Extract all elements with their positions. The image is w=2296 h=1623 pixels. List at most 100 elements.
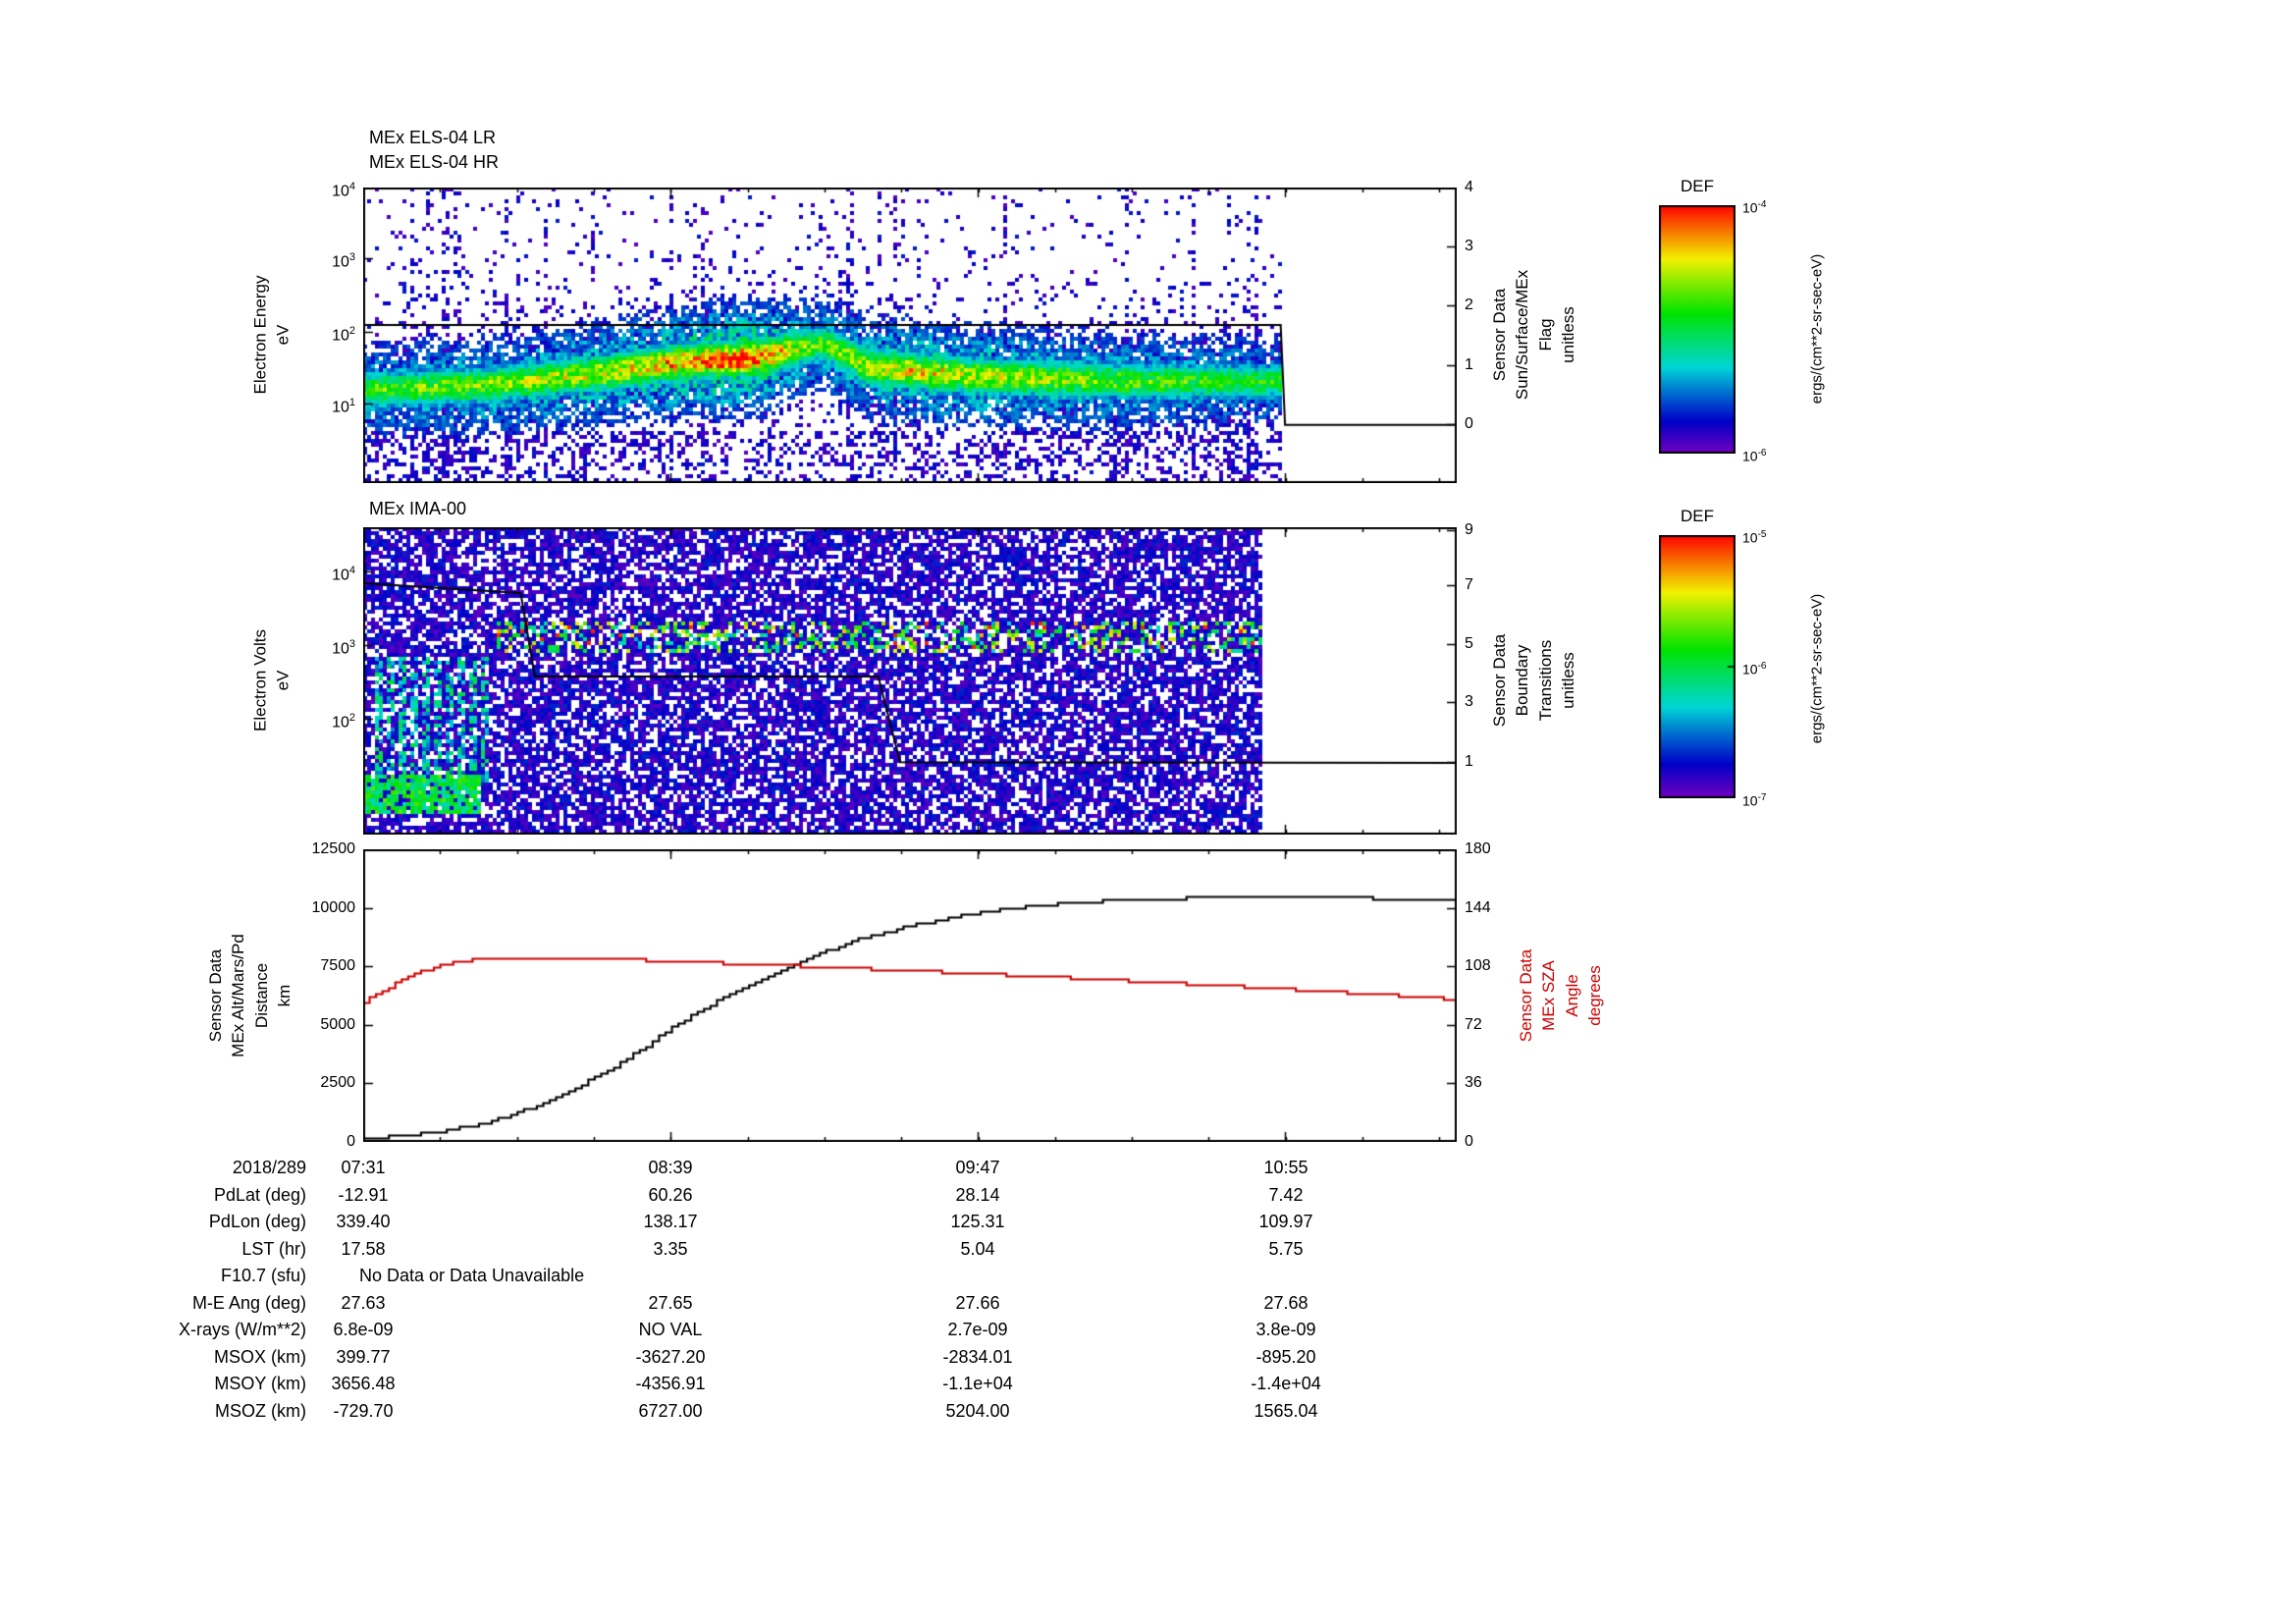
table-cell: NO VAL xyxy=(638,1320,703,1339)
table-span-value: No Data or Data Unavailable xyxy=(359,1266,585,1285)
table-row-label: M-E Ang (deg) xyxy=(191,1292,306,1313)
els-title-hr: MEx ELS-04 HR xyxy=(369,152,500,172)
ima-y-axis-label: Electron Volts eV xyxy=(250,629,293,731)
table-row-label: MSOZ (km) xyxy=(215,1400,306,1421)
colorbar2-unit-label: ergs/(cm**2-sr-sec-eV) xyxy=(1808,593,1826,744)
table-cell: 27.65 xyxy=(648,1292,693,1313)
distance-y-axis-label: Sensor Data MEx Alt/Mars/Pd Distance km xyxy=(206,934,294,1057)
y-tick-label: 5000 xyxy=(320,1015,355,1033)
table-cell: -2834.01 xyxy=(942,1346,1013,1367)
right-tick-label: 3 xyxy=(1465,693,1473,711)
table-cell: 5204.00 xyxy=(945,1400,1010,1421)
right-tick-label: 3 xyxy=(1465,238,1473,255)
table-cell: 5.75 xyxy=(1268,1238,1304,1259)
colorbar-tick-label: 10-6 xyxy=(1742,661,1767,677)
distance-sza-line-panel xyxy=(363,849,1457,1142)
table-cell: -1.1e+04 xyxy=(942,1374,1013,1393)
y-tick-label: 103 xyxy=(332,637,355,658)
table-cell: 399.77 xyxy=(336,1346,391,1367)
right-tick-label: 0 xyxy=(1465,414,1473,432)
ima-right-axis-label: Sensor Data Boundary Transitions unitles… xyxy=(1490,633,1578,728)
colorbar-tick-label: 10-4 xyxy=(1742,199,1767,216)
els-right-axis-label: Sensor Data Sun/Surface/MEx Flag unitles… xyxy=(1490,269,1578,401)
y-tick-label: 103 xyxy=(332,251,355,271)
colorbar-tick-label: 10-6 xyxy=(1742,448,1767,464)
table-cell: 339.40 xyxy=(336,1212,391,1231)
right-tick-label: 144 xyxy=(1465,898,1491,916)
table-cell: 6727.00 xyxy=(638,1400,703,1421)
table-cell: 3656.48 xyxy=(331,1374,396,1393)
els-spectrogram-panel xyxy=(363,188,1457,483)
els-colorbar xyxy=(1659,205,1735,454)
table-row-label: PdLat (deg) xyxy=(213,1184,306,1205)
colorbar-tick-label: 10-7 xyxy=(1742,792,1767,809)
els-y-axis-label: Electron Energy eV xyxy=(250,275,293,395)
table-cell: -1.4e+04 xyxy=(1251,1374,1321,1393)
table-cell: -729.70 xyxy=(333,1400,394,1421)
table-cell: 27.68 xyxy=(1263,1292,1308,1313)
table-cell: 08:39 xyxy=(648,1158,693,1177)
table-cell: 1565.04 xyxy=(1254,1400,1318,1421)
y-tick-label: 2500 xyxy=(320,1074,355,1092)
table-cell: 7.42 xyxy=(1268,1184,1304,1205)
table-cell: -895.20 xyxy=(1255,1346,1316,1367)
table-cell: 17.58 xyxy=(341,1238,386,1259)
right-tick-label: 5 xyxy=(1465,634,1473,652)
right-tick-label: 4 xyxy=(1465,179,1473,195)
y-tick-label: 10000 xyxy=(311,898,356,916)
y-tick-label: 0 xyxy=(347,1133,355,1150)
y-tick-label: 12500 xyxy=(311,840,356,857)
colorbar1-def-title: DEF xyxy=(1681,177,1714,195)
table-cell: 5.04 xyxy=(960,1238,995,1259)
table-cell: 07:31 xyxy=(341,1158,386,1177)
y-tick-label: 101 xyxy=(332,396,355,416)
table-row-label: F10.7 (sfu) xyxy=(220,1266,306,1285)
y-tick-label: 104 xyxy=(332,181,355,200)
table-row-label: 2018/289 xyxy=(232,1158,306,1177)
table-cell: 138.17 xyxy=(643,1212,698,1231)
table-row-label: PdLon (deg) xyxy=(208,1212,306,1231)
ima-title: MEx IMA-00 xyxy=(369,499,467,518)
right-tick-label: 1 xyxy=(1465,355,1473,373)
table-cell: 6.8e-09 xyxy=(333,1320,394,1339)
right-tick-label: 2 xyxy=(1465,297,1473,314)
els-title-lr: MEx ELS-04 LR xyxy=(369,128,497,147)
sza-right-axis-label: Sensor Data MEx SZA Angle degrees xyxy=(1517,948,1605,1043)
y-tick-label: 104 xyxy=(332,565,355,584)
right-tick-label: 72 xyxy=(1465,1015,1482,1033)
table-cell: 09:47 xyxy=(955,1158,1000,1177)
table-row-label: LST (hr) xyxy=(241,1238,306,1259)
colorbar-tick-label: 10-5 xyxy=(1742,529,1767,546)
ima-spectrogram-panel xyxy=(363,527,1457,835)
table-cell: -3627.20 xyxy=(635,1346,706,1367)
colorbar2-def-title: DEF xyxy=(1681,507,1714,525)
right-tick-label: 0 xyxy=(1465,1133,1473,1150)
table-cell: -4356.91 xyxy=(635,1374,706,1393)
table-row-label: MSOX (km) xyxy=(214,1346,306,1367)
y-tick-label: 7500 xyxy=(320,957,355,975)
right-tick-label: 36 xyxy=(1465,1074,1482,1092)
table-cell: 109.97 xyxy=(1258,1212,1313,1231)
right-tick-label: 180 xyxy=(1465,840,1491,857)
table-cell: -12.91 xyxy=(338,1184,389,1205)
y-tick-label: 102 xyxy=(332,325,355,345)
colorbar1-unit-label: ergs/(cm**2-sr-sec-eV) xyxy=(1808,253,1826,405)
right-tick-label: 1 xyxy=(1465,753,1473,771)
table-cell: 125.31 xyxy=(950,1212,1005,1231)
table-row-label: X-rays (W/m**2) xyxy=(179,1320,306,1339)
ima-colorbar xyxy=(1659,535,1735,798)
table-cell: 3.8e-09 xyxy=(1255,1320,1316,1339)
right-tick-label: 7 xyxy=(1465,576,1473,594)
table-cell: 27.66 xyxy=(955,1292,1000,1313)
table-cell: 28.14 xyxy=(955,1184,1000,1205)
table-row-label: MSOY (km) xyxy=(214,1374,306,1393)
table-cell: 3.35 xyxy=(653,1238,688,1259)
right-tick-label: 9 xyxy=(1465,521,1473,539)
table-cell: 2.7e-09 xyxy=(947,1320,1008,1339)
table-cell: 27.63 xyxy=(341,1292,386,1313)
table-cell: 60.26 xyxy=(648,1184,693,1205)
y-tick-label: 102 xyxy=(332,711,355,731)
table-cell: 10:55 xyxy=(1263,1158,1308,1177)
right-tick-label: 108 xyxy=(1465,957,1491,975)
